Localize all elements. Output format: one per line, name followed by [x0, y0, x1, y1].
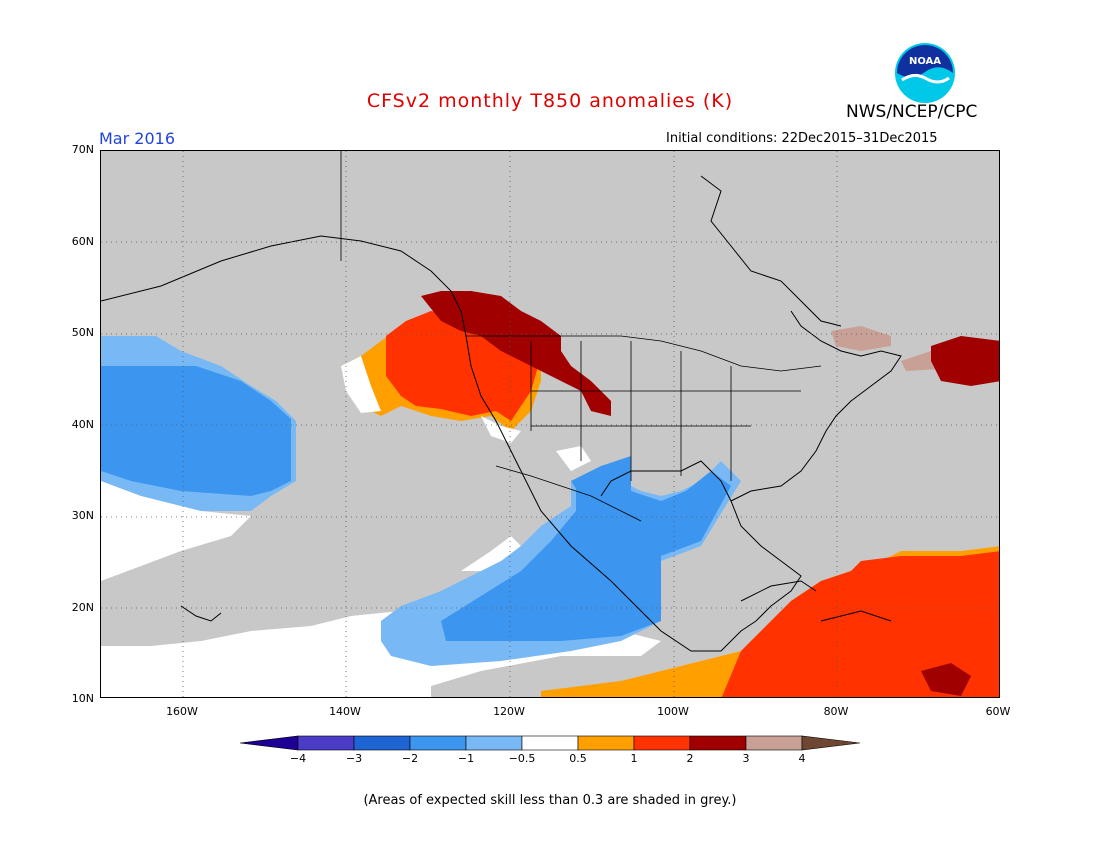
graticule	[101, 151, 999, 697]
noaa-logo: NOAA	[894, 42, 956, 104]
colorbar-swatch	[465, 735, 523, 751]
colorbar-label: 4	[798, 752, 806, 765]
map-title: CFSv2 monthly T850 anomalies (K)	[366, 90, 734, 112]
lat-label-30n: 30N	[71, 509, 94, 522]
lon-label-160w: 160W	[166, 705, 198, 718]
colorbar-label: −0.5	[508, 752, 536, 765]
anomaly-map	[100, 150, 1000, 698]
colorbar-swatch	[577, 735, 635, 751]
lat-label-40n: 40N	[71, 418, 94, 431]
country-borders	[340, 151, 822, 522]
colorbar-swatch	[409, 735, 467, 751]
logo-text: NOAA	[909, 56, 941, 67]
colorbar-label: 2	[686, 752, 694, 765]
tropical-atlantic-positive-anomaly	[541, 546, 999, 697]
lon-label-80w: 80W	[823, 705, 849, 718]
map-canvas	[101, 151, 999, 697]
lat-label-20n: 20N	[71, 601, 94, 614]
lon-label-100w: 100W	[657, 705, 689, 718]
organization-label: NWS/NCEP/CPC	[846, 102, 978, 122]
colorbar-label: −3	[345, 752, 363, 765]
lon-label-60w: 60W	[985, 705, 1011, 718]
lat-label-50n: 50N	[71, 326, 94, 339]
colorbar-swatch	[689, 735, 747, 751]
initial-conditions: Initial conditions: 22Dec2015–31Dec2015	[666, 131, 938, 146]
colorbar-swatch	[633, 735, 691, 751]
colorbar-swatch	[297, 735, 355, 751]
lon-label-140w: 140W	[329, 705, 361, 718]
colorbar-arrow-low	[240, 735, 299, 751]
colorbar-label: 0.5	[569, 752, 587, 765]
colorbar-swatch	[745, 735, 803, 751]
colorbar-label: 1	[630, 752, 638, 765]
colorbar-label: −1	[457, 752, 475, 765]
colorbar-swatch	[353, 735, 411, 751]
pacific-negative-anomaly	[101, 336, 296, 511]
lat-label-70n: 70N	[71, 143, 94, 156]
western-positive-anomaly	[341, 291, 611, 443]
colorbar-label: 3	[742, 752, 750, 765]
colorbar-arrow-high	[801, 735, 860, 751]
lat-label-60n: 60N	[71, 235, 94, 248]
northeast-positive-anomaly	[831, 326, 999, 386]
forecast-month: Mar 2016	[99, 129, 175, 148]
lat-label-10n: 10N	[71, 692, 94, 705]
colorbar-swatch	[521, 735, 579, 751]
lon-label-120w: 120W	[493, 705, 525, 718]
colorbar	[240, 735, 860, 751]
mexico-negative-anomaly	[381, 446, 741, 666]
colorbar-label: −4	[289, 752, 307, 765]
skill-footnote: (Areas of expected skill less than 0.3 a…	[363, 793, 737, 808]
colorbar-label: −2	[401, 752, 419, 765]
coastlines	[101, 175, 902, 652]
